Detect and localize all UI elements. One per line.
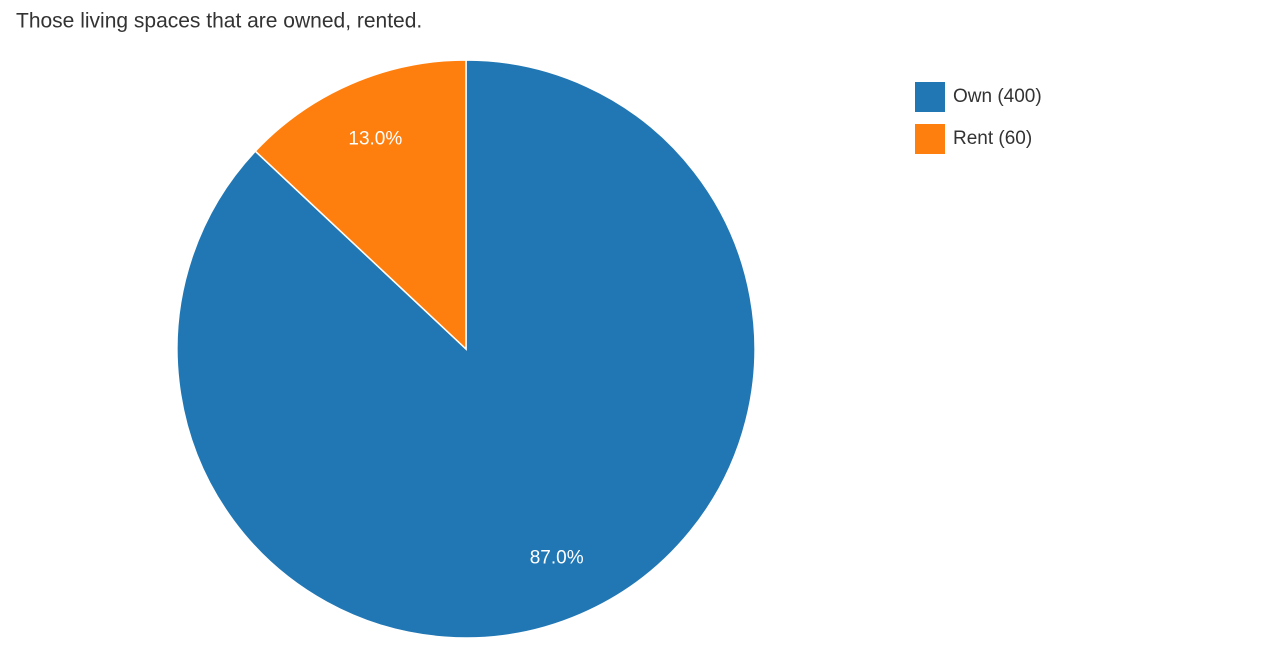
pie-slice [254, 59, 467, 351]
chart-title: Those living spaces that are owned, rent… [16, 10, 422, 33]
legend-swatch [915, 82, 945, 112]
data-label: 13.0% [348, 128, 402, 149]
legend-label: Own (400) [953, 86, 1042, 107]
legend-label: Rent (60) [953, 128, 1032, 149]
data-label: 87.0% [530, 548, 584, 569]
legend-swatch [915, 124, 945, 154]
